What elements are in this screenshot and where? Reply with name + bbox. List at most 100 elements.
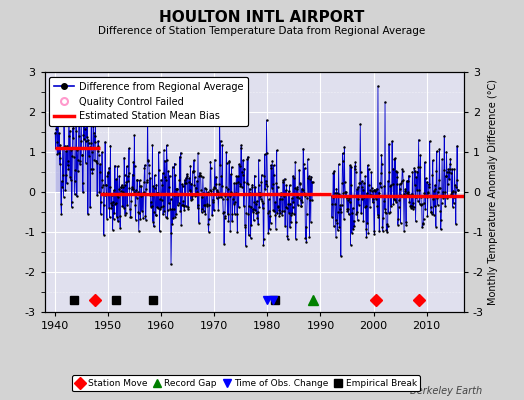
Point: [410, 182, 419, 188]
Point: [117, 184, 125, 190]
Point: [448, 166, 456, 172]
Point: [285, 209, 293, 216]
Point: [361, 204, 369, 210]
Point: [442, 173, 450, 180]
Point: [259, 242, 268, 249]
Point: [80, 136, 89, 142]
Point: [367, 192, 375, 198]
Point: [449, 204, 457, 210]
Point: [393, 174, 401, 180]
Point: [384, 178, 392, 184]
Point: [175, 190, 183, 197]
Point: [212, 195, 221, 202]
Point: [216, 138, 225, 144]
Point: [206, 187, 214, 193]
Point: [64, 166, 73, 172]
Point: [381, 99, 389, 105]
Point: [263, 183, 271, 190]
Point: [267, 162, 275, 168]
Point: [284, 201, 292, 208]
Point: [235, 181, 244, 187]
Point: [450, 194, 458, 200]
Point: [207, 188, 215, 194]
Point: [63, 142, 71, 149]
Point: [336, 202, 345, 208]
Point: [439, 188, 447, 195]
Point: [159, 203, 168, 210]
Point: [350, 218, 358, 224]
Point: [291, 236, 300, 242]
Point: [257, 179, 266, 186]
Point: [158, 182, 166, 188]
Point: [213, 190, 222, 196]
Point: [220, 208, 228, 215]
Point: [201, 201, 209, 208]
Point: [276, 210, 285, 216]
Point: [86, 166, 95, 172]
Point: [160, 147, 168, 153]
Point: [85, 144, 94, 150]
Point: [142, 186, 150, 192]
Point: [417, 194, 425, 200]
Point: [61, 142, 69, 149]
Point: [72, 128, 81, 134]
Point: [186, 188, 194, 194]
Point: [291, 184, 299, 191]
Point: [119, 184, 127, 190]
Point: [410, 204, 418, 210]
Point: [203, 203, 212, 210]
Point: [260, 151, 269, 158]
Point: [304, 192, 313, 198]
Point: [430, 203, 439, 210]
Point: [161, 214, 170, 220]
Point: [416, 164, 424, 170]
Point: [246, 235, 255, 241]
Point: [379, 215, 387, 221]
Point: [256, 193, 265, 199]
Point: [394, 216, 402, 222]
Point: [181, 203, 190, 209]
Point: [181, 176, 189, 183]
Point: [200, 202, 209, 208]
Point: [141, 216, 150, 223]
Point: [145, 162, 153, 169]
Point: [413, 186, 421, 193]
Point: [261, 186, 269, 193]
Point: [350, 223, 358, 229]
Point: [177, 222, 185, 228]
Point: [70, 115, 78, 121]
Point: [385, 169, 394, 176]
Point: [407, 204, 415, 211]
Point: [446, 155, 455, 162]
Point: [138, 192, 146, 198]
Point: [129, 186, 137, 192]
Point: [286, 200, 294, 207]
Point: [405, 191, 413, 198]
Point: [239, 203, 248, 209]
Point: [66, 173, 74, 180]
Point: [263, 150, 271, 156]
Point: [376, 180, 384, 186]
Point: [202, 191, 210, 197]
Point: [293, 194, 301, 200]
Point: [377, 152, 386, 158]
Point: [69, 135, 78, 141]
Point: [121, 172, 129, 178]
Point: [427, 204, 435, 210]
Point: [158, 170, 167, 176]
Point: [250, 172, 259, 179]
Point: [118, 203, 127, 210]
Point: [268, 158, 277, 164]
Point: [362, 234, 370, 240]
Point: [251, 207, 259, 214]
Point: [355, 180, 364, 186]
Point: [362, 203, 370, 209]
Point: [101, 192, 109, 199]
Point: [305, 234, 313, 240]
Point: [409, 200, 418, 206]
Point: [223, 211, 232, 218]
Point: [387, 192, 396, 199]
Point: [268, 181, 277, 187]
Point: [144, 157, 152, 164]
Point: [133, 194, 141, 201]
